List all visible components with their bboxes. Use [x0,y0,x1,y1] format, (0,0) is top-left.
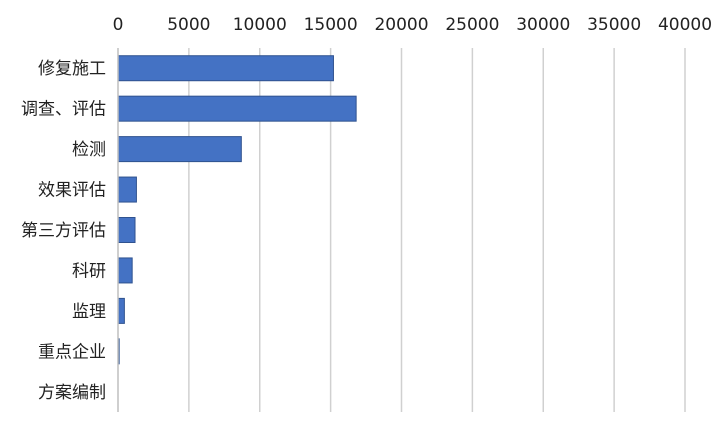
x-tick-label-15000: 15000 [304,15,358,35]
category-label-6: 监理 [72,302,106,322]
bar-2 [117,136,242,163]
bars [117,55,357,365]
x-tick-label-10000: 10000 [233,15,287,35]
bar-0 [117,55,334,82]
category-label-0: 修复施工 [38,59,106,79]
category-label-2: 检测 [72,140,106,160]
x-tick-label-35000: 35000 [587,15,641,35]
x-tick-label-0: 0 [113,15,124,35]
x-tick-label-30000: 30000 [516,15,570,35]
bar-5 [117,257,133,284]
x-tick-label-40000: 40000 [658,15,712,35]
bar-3 [117,176,137,203]
category-label-1: 调查、评估 [21,100,106,120]
category-label-4: 第三方评估 [21,221,106,241]
x-tick-label-5000: 5000 [167,15,210,35]
category-label-8: 方案编制 [38,383,106,403]
x-tick-labels: 0 5000 10000 15000 20000 25000 30000 35000 40000 [113,15,712,35]
x-tick-label-25000: 25000 [445,15,499,35]
category-label-3: 效果评估 [38,181,106,201]
bar-1 [117,95,357,122]
x-tick-label-20000: 20000 [374,15,428,35]
bar-6 [117,297,125,324]
category-label-7: 重点企业 [38,342,106,362]
bar-4 [117,217,136,243]
category-label-5: 科研 [72,261,106,281]
